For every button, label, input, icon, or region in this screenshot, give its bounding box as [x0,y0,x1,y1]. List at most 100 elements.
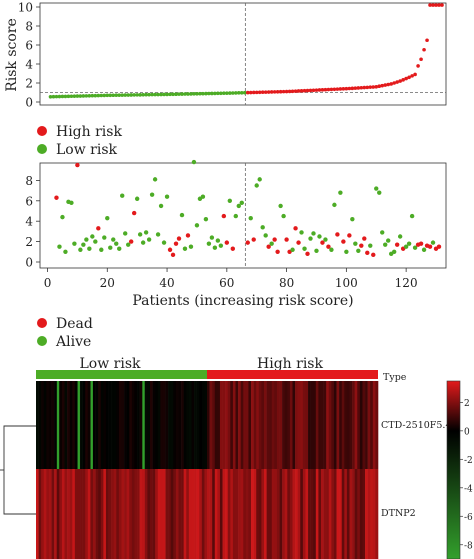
risk-point-low [168,92,172,97]
heatmap-cell-ctd [160,381,164,469]
heatmap-cell-ctd [323,381,327,469]
survival-point-alive [281,213,286,219]
heatmap-cell-dtnp2 [326,469,330,559]
survival-point-alive [383,242,388,247]
survival-point-dead [128,239,134,244]
heatmap-cell-dtnp2 [43,469,47,559]
heatmap-cell-ctd [359,381,363,469]
risk-point-low [236,91,241,95]
heatmap-cell-ctd [279,381,283,469]
heatmap-cell-ctd [155,381,159,469]
heatmap-cell-ctd [196,381,200,469]
heatmap-cell-dtnp2 [318,469,322,559]
heatmap-cell-dtnp2 [186,469,190,559]
survival-point-alive [120,193,125,198]
risk-point-high [296,89,301,93]
survival-point-dead [284,237,289,242]
risk-point-low [195,91,199,96]
risk-point-high [254,90,259,95]
heatmap-cell-ctd [310,381,314,469]
color-scale-ticks: 2 0 -2 -4 -6 -8 [460,399,473,551]
heatmap-cell-dtnp2 [36,469,39,559]
heatmap-cell-dtnp2 [238,469,241,559]
heatmap-cell-dtnp2 [207,469,210,559]
heatmap-cell-ctd [48,381,52,469]
heatmap-cell-ctd [69,381,73,469]
heatmap-cell-ctd [131,381,135,469]
risk-point-high [314,88,319,92]
heatmap-cell-dtnp2 [134,469,138,559]
survival-y-tick-label: 8 [25,174,33,188]
survival-point-alive [134,196,140,201]
heatmap-cell-ctd [43,381,47,469]
survival-point-alive [87,246,92,251]
risk-point-low [219,91,223,96]
heatmap-cell-dtnp2 [118,469,122,559]
survival-x-tick-label: 20 [100,276,115,290]
risk-point-low [159,92,163,97]
heatmap-cell-ctd [232,381,236,469]
heatmap-cell-ctd [111,381,115,469]
risk-point-low [63,94,68,99]
survival-point-dead [326,244,331,249]
survival-point-alive [164,194,170,199]
type-annotation-bar [36,370,378,379]
survival-point-alive [391,249,397,254]
heatmap-cell-dtnp2 [56,469,60,559]
heatmap-cell-ctd [74,381,78,469]
heatmap-cell-ctd [284,381,288,469]
risk-point-low [135,93,139,97]
heatmap-cell-dtnp2 [333,469,337,559]
heatmap-cell-ctd [264,381,267,469]
heatmap-cell-dtnp2 [339,469,343,559]
survival-point-alive [161,240,167,245]
survival-point-dead [185,233,191,238]
heatmap-cell-ctd [113,381,117,469]
heatmap-cell-ctd [199,381,203,469]
heatmap-cell-dtnp2 [72,469,76,559]
heatmap-cell-ctd [103,381,107,469]
heatmap-cell-dtnp2 [331,469,335,559]
survival-point-dead [54,195,59,200]
risk-point-low [198,91,202,96]
color-scale-tick-label: -6 [464,513,473,523]
risk-point-high [329,87,334,92]
risk-y-tick-label: 8 [25,20,33,34]
heatmap-cell-dtnp2 [64,469,68,559]
risk-point-high [374,85,379,89]
heatmap-cell-dtnp2 [227,469,231,559]
survival-point-dead [347,233,352,238]
heatmap-cell-dtnp2 [196,469,200,559]
survival-point-dead [418,241,424,246]
survival-y-tick-label: 2 [25,235,33,249]
survival-point-alive [155,232,161,237]
legend-low-risk-marker [37,144,47,154]
heatmap-cell-dtnp2 [82,469,86,559]
risk-point-high [335,87,340,91]
heatmap-cell-dtnp2 [300,469,304,559]
heatmap-cell-ctd [85,381,89,469]
heatmap-cell-ctd [38,381,42,469]
heatmap-cell-dtnp2 [264,469,267,559]
survival-point-dead [167,247,173,252]
survival-point-alive [158,203,164,209]
risk-y-tick-label: 4 [25,58,33,72]
heatmap-cell-dtnp2 [261,469,265,559]
risk-point-low [126,93,131,97]
heatmap-cell-dtnp2 [204,469,208,559]
heatmap-cell-ctd [292,381,296,469]
heatmap-cell-ctd [352,381,355,469]
heatmap-highlight-columns [56,381,145,469]
heatmap-cell-ctd [349,381,353,469]
heatmap-cell-ctd [175,381,179,469]
row-dendrogram [0,425,36,515]
risk-point-low [93,93,98,98]
survival-y-tick-label: 4 [25,215,33,229]
risk-point-low [99,93,104,98]
heatmap-cell-ctd [95,381,99,469]
risk-point-high [359,85,364,90]
survival-point-alive [209,235,215,240]
heatmap-cell-dtnp2 [375,469,379,559]
survival-x-label: Patients (increasing risk score) [132,293,353,309]
